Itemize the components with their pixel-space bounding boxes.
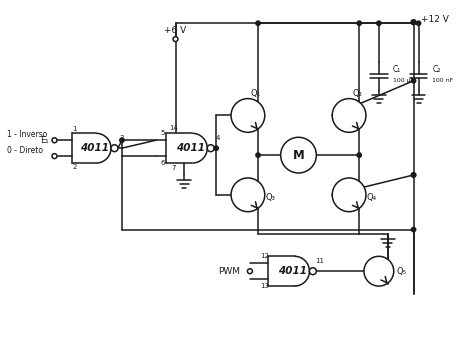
Text: 5: 5 xyxy=(160,130,165,136)
Text: 1 - Inverso: 1 - Inverso xyxy=(7,130,47,139)
Text: Q₃: Q₃ xyxy=(266,193,276,202)
Circle shape xyxy=(411,173,416,177)
Circle shape xyxy=(411,78,416,83)
Text: +6 V: +6 V xyxy=(164,26,187,35)
Circle shape xyxy=(357,21,361,25)
Circle shape xyxy=(416,21,421,25)
Circle shape xyxy=(411,20,416,25)
Circle shape xyxy=(247,269,252,274)
Text: 11: 11 xyxy=(315,258,324,264)
Text: 14: 14 xyxy=(169,125,178,131)
Text: Q₄: Q₄ xyxy=(367,193,377,202)
Circle shape xyxy=(256,153,260,157)
Circle shape xyxy=(207,145,214,152)
Circle shape xyxy=(310,268,316,275)
Text: M: M xyxy=(292,149,304,162)
Text: 4011: 4011 xyxy=(176,143,205,153)
Circle shape xyxy=(52,138,57,143)
Text: C₁: C₁ xyxy=(393,65,401,74)
Text: 6: 6 xyxy=(160,160,165,166)
Circle shape xyxy=(281,137,316,173)
Text: +12 V: +12 V xyxy=(421,15,449,24)
Text: Q₂: Q₂ xyxy=(352,89,362,98)
Text: E₁: E₁ xyxy=(40,136,49,145)
Circle shape xyxy=(52,154,57,159)
Text: 12: 12 xyxy=(260,253,269,259)
Text: 7: 7 xyxy=(171,165,176,171)
Text: 3: 3 xyxy=(120,135,124,141)
Circle shape xyxy=(231,99,265,132)
Text: 4011: 4011 xyxy=(80,143,109,153)
Text: 100 nF: 100 nF xyxy=(432,78,454,83)
Text: Q₁: Q₁ xyxy=(251,89,261,98)
Circle shape xyxy=(377,21,381,25)
Circle shape xyxy=(256,21,260,25)
Text: 100 µF: 100 µF xyxy=(393,78,414,83)
Text: Q₅: Q₅ xyxy=(397,267,407,276)
Circle shape xyxy=(214,146,219,150)
Text: 4011: 4011 xyxy=(278,266,307,276)
Circle shape xyxy=(332,178,366,212)
Text: C₂: C₂ xyxy=(432,65,441,74)
Circle shape xyxy=(332,99,366,132)
Circle shape xyxy=(364,256,394,286)
Circle shape xyxy=(231,178,265,212)
Text: PWM: PWM xyxy=(218,267,240,276)
Circle shape xyxy=(173,36,178,42)
Circle shape xyxy=(411,173,416,177)
Circle shape xyxy=(120,138,124,142)
Text: 4: 4 xyxy=(216,135,220,141)
Circle shape xyxy=(357,153,361,157)
Text: 2: 2 xyxy=(72,164,76,170)
Text: 1: 1 xyxy=(72,126,77,132)
Circle shape xyxy=(111,145,118,152)
Text: 0 - Direto: 0 - Direto xyxy=(7,146,43,155)
Circle shape xyxy=(411,227,416,232)
Text: 13: 13 xyxy=(260,283,269,289)
